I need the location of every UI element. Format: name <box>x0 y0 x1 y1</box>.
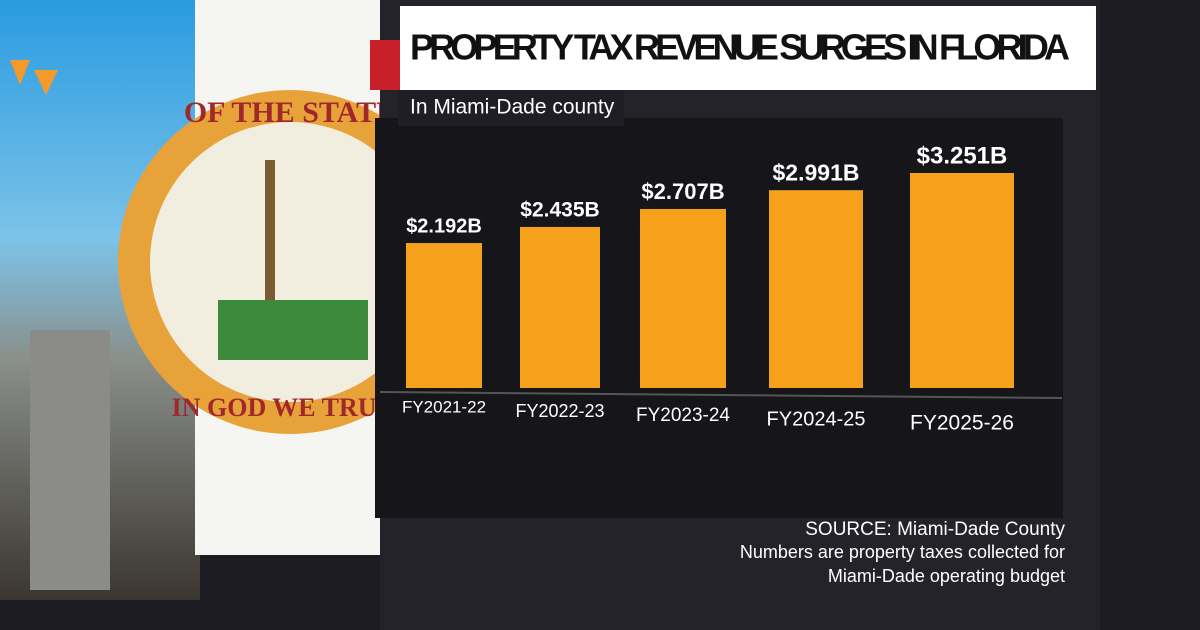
x-tick-label: FY2022-23 <box>515 401 604 421</box>
triangle-icon <box>34 70 58 95</box>
triangle-icon <box>10 60 30 85</box>
seal-palm <box>265 160 275 300</box>
chart-title: PROPERTY TAX REVENUE SURGES IN FLORIDA <box>410 27 1070 68</box>
footnote: Miami-Dade operating budget <box>828 566 1065 586</box>
seal-land <box>218 300 368 360</box>
bar <box>910 173 1014 388</box>
x-tick-label: FY2023-24 <box>636 405 730 426</box>
baseline <box>379 391 1063 399</box>
value-label: $2.707B <box>641 179 724 204</box>
x-tick-label: FY2025-26 <box>910 412 1014 435</box>
bar <box>520 226 600 388</box>
bar <box>640 208 726 388</box>
chart: $2.192B FY2021-22 $2.435B FY2022-23 $2.707B F… <box>402 142 1065 585</box>
building <box>30 330 110 590</box>
value-label: $2.435B <box>520 199 599 222</box>
bar <box>769 190 863 388</box>
value-label: $2.991B <box>773 159 860 185</box>
x-tick-label: FY2021-22 <box>402 397 486 416</box>
seal-text: OF THE STATE <box>184 96 396 129</box>
chart-subtitle: In Miami-Dade county <box>410 96 615 119</box>
seal-text: IN GOD WE TRUST <box>172 393 409 422</box>
subtitle-box <box>398 90 624 126</box>
title-accent <box>370 40 400 90</box>
title-box <box>400 6 1096 90</box>
source: SOURCE: Miami-Dade County <box>805 519 1065 540</box>
footnote: Numbers are property taxes collected for <box>740 542 1065 562</box>
bar <box>406 243 482 388</box>
value-label: $2.192B <box>406 215 482 237</box>
value-label: $3.251B <box>917 142 1008 169</box>
x-tick-label: FY2024-25 <box>767 408 866 430</box>
